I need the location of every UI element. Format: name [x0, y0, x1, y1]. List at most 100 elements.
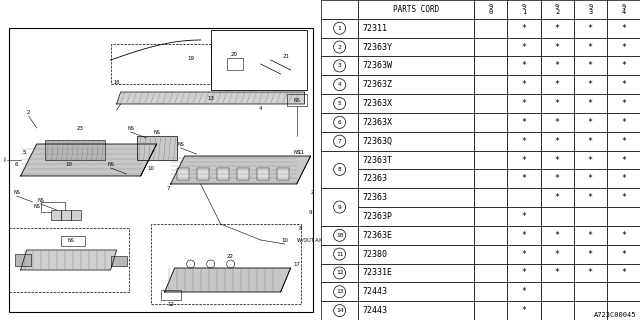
- Bar: [321, 19, 358, 38]
- Text: *: *: [621, 156, 626, 164]
- Text: *: *: [555, 193, 559, 202]
- Text: 19: 19: [187, 55, 194, 60]
- Text: *: *: [522, 118, 527, 127]
- Bar: [541, 282, 573, 301]
- Bar: [358, 113, 474, 132]
- Bar: [358, 38, 474, 56]
- Bar: [508, 19, 541, 38]
- Text: 5: 5: [23, 149, 26, 155]
- Text: 72363: 72363: [363, 174, 388, 183]
- Text: NS: NS: [13, 189, 20, 195]
- Text: *: *: [522, 306, 527, 315]
- Bar: [15, 254, 31, 266]
- Text: *: *: [621, 24, 626, 33]
- Bar: [607, 132, 640, 151]
- Text: *: *: [555, 231, 559, 240]
- Text: *: *: [621, 61, 626, 70]
- Bar: [474, 113, 508, 132]
- Bar: [70, 210, 81, 220]
- Bar: [321, 75, 358, 94]
- Text: *: *: [522, 24, 527, 33]
- Text: 13: 13: [336, 289, 343, 294]
- Text: 4: 4: [259, 106, 262, 110]
- Bar: [321, 94, 358, 113]
- Text: 8: 8: [338, 167, 342, 172]
- Text: 9
2: 9 2: [555, 4, 559, 15]
- Text: *: *: [555, 268, 559, 277]
- Bar: [358, 188, 474, 207]
- Bar: [541, 56, 573, 75]
- Text: 9
1: 9 1: [522, 4, 526, 15]
- Text: 10: 10: [336, 233, 343, 238]
- Bar: [541, 94, 573, 113]
- Text: 11: 11: [336, 252, 343, 257]
- Text: 12: 12: [167, 301, 174, 307]
- Text: 72443: 72443: [363, 306, 388, 315]
- Polygon shape: [20, 144, 157, 176]
- Text: *: *: [522, 156, 527, 164]
- Bar: [474, 188, 508, 207]
- Text: 72363T: 72363T: [363, 156, 393, 164]
- Text: *: *: [522, 174, 527, 183]
- Text: *: *: [621, 80, 626, 89]
- Bar: [573, 207, 607, 226]
- Text: 11: 11: [297, 149, 304, 155]
- Bar: [541, 75, 573, 94]
- Bar: [573, 75, 607, 94]
- Bar: [541, 245, 573, 264]
- Text: i: i: [4, 157, 6, 163]
- Bar: [474, 75, 508, 94]
- Bar: [321, 113, 358, 132]
- Bar: [358, 19, 474, 38]
- Text: *: *: [522, 43, 527, 52]
- Text: *: *: [621, 137, 626, 146]
- Bar: [541, 38, 573, 56]
- Text: 6: 6: [15, 162, 19, 166]
- Bar: [321, 245, 358, 264]
- Text: 72363Y: 72363Y: [363, 43, 393, 52]
- Text: *: *: [555, 80, 559, 89]
- Text: 72363Z: 72363Z: [363, 80, 393, 89]
- Text: *: *: [522, 61, 527, 70]
- Polygon shape: [20, 250, 116, 270]
- Text: 9: 9: [338, 204, 342, 210]
- Text: *: *: [555, 24, 559, 33]
- Bar: [358, 0, 474, 19]
- Bar: [321, 226, 358, 245]
- Text: 20: 20: [231, 52, 238, 57]
- Bar: [508, 282, 541, 301]
- Bar: [358, 151, 474, 169]
- Polygon shape: [116, 92, 305, 104]
- Bar: [216, 168, 228, 180]
- Bar: [161, 290, 180, 300]
- Bar: [573, 151, 607, 169]
- Bar: [474, 226, 508, 245]
- Text: 9: 9: [309, 210, 312, 214]
- Bar: [321, 38, 358, 56]
- Text: *: *: [621, 174, 626, 183]
- Text: 21: 21: [283, 53, 290, 59]
- Bar: [508, 132, 541, 151]
- Text: A723C00045: A723C00045: [595, 312, 637, 318]
- Bar: [51, 210, 61, 220]
- Bar: [358, 264, 474, 282]
- Bar: [607, 282, 640, 301]
- Bar: [9, 28, 312, 312]
- Bar: [508, 207, 541, 226]
- Bar: [573, 113, 607, 132]
- Text: *: *: [588, 250, 593, 259]
- Text: NS: NS: [177, 141, 184, 147]
- Bar: [474, 56, 508, 75]
- Bar: [573, 188, 607, 207]
- Bar: [321, 0, 358, 19]
- Text: 9
4: 9 4: [621, 4, 625, 15]
- Bar: [276, 168, 289, 180]
- Text: *: *: [522, 250, 527, 259]
- Bar: [541, 113, 573, 132]
- Bar: [573, 301, 607, 320]
- Text: *: *: [621, 118, 626, 127]
- Bar: [211, 30, 307, 90]
- Bar: [541, 132, 573, 151]
- Bar: [607, 151, 640, 169]
- Bar: [508, 245, 541, 264]
